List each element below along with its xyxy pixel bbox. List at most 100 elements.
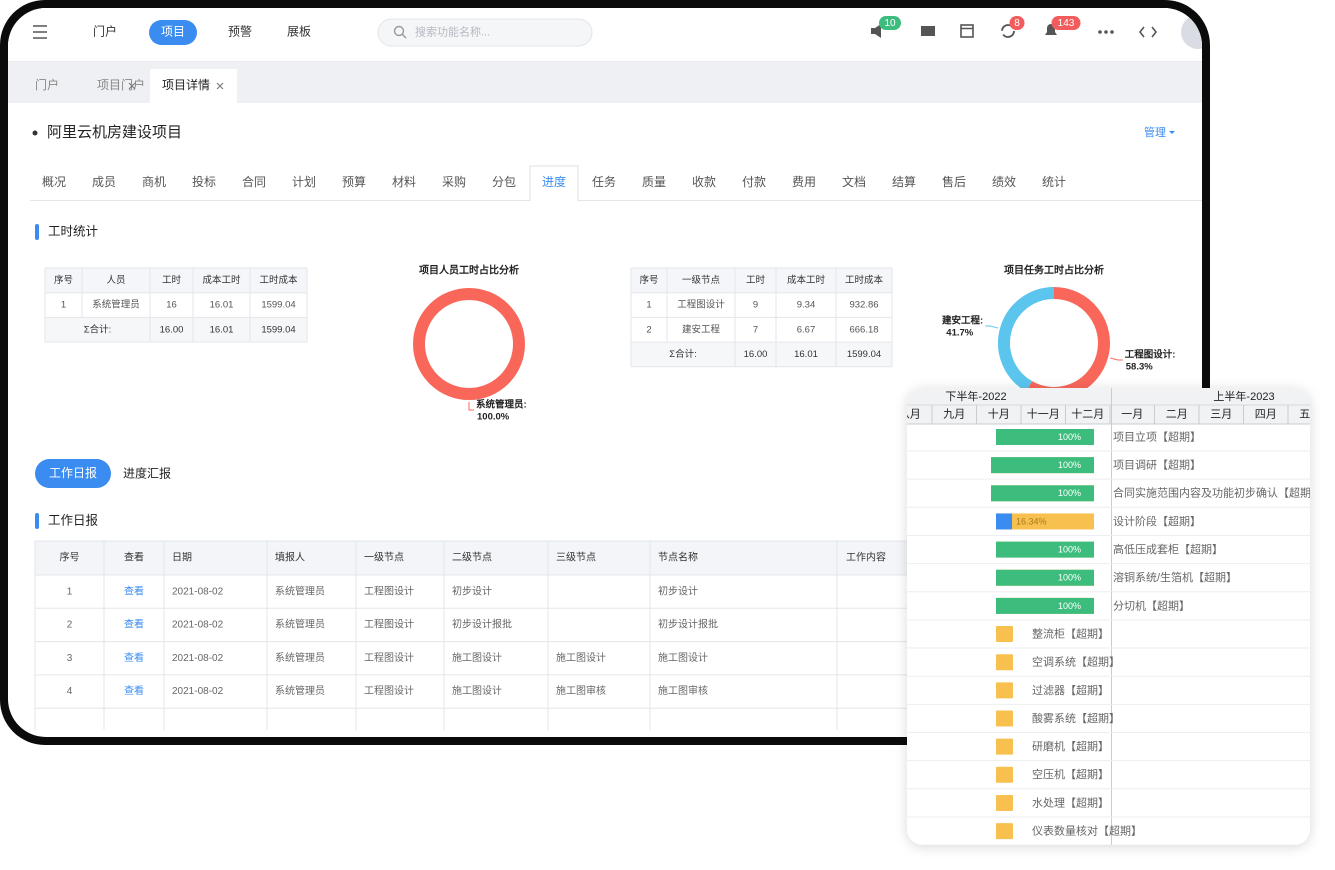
table-total-cell: 16.00 (744, 349, 768, 360)
table-total-cell: 16.01 (794, 349, 818, 360)
subtab[interactable]: 结算 (892, 174, 916, 189)
chart-title: 项目人员工时占比分析 (419, 264, 519, 277)
view-link[interactable]: 查看 (124, 684, 144, 697)
icon-shape (1110, 30, 1114, 34)
table-cell: 2021-08-02 (172, 586, 224, 597)
search-placeholder: 搜索功能名称... (415, 24, 490, 38)
section-marker (35, 513, 39, 529)
manage-menu[interactable]: 管理 (1144, 125, 1166, 139)
icon-shape (871, 24, 881, 38)
table-cell: 2 (646, 324, 651, 335)
nav-icon[interactable] (960, 24, 974, 38)
badge-count: 143 (1058, 18, 1075, 29)
search-box[interactable] (377, 18, 593, 47)
table-cell: 2021-08-02 (172, 620, 224, 631)
subtab[interactable]: 任务 (592, 174, 616, 189)
table-total-cell: 1599.04 (261, 324, 295, 335)
gantt-header-bg (907, 388, 1310, 424)
subtab[interactable]: 进度 (542, 174, 566, 189)
view-link[interactable]: 查看 (124, 651, 144, 664)
gantt-bar-progress (996, 569, 1094, 586)
subtab[interactable]: 付款 (742, 175, 766, 189)
subtab[interactable]: 统计 (1042, 175, 1066, 189)
badge (1009, 16, 1025, 30)
nav-icon[interactable] (1098, 30, 1114, 34)
subtab[interactable]: 质量 (642, 175, 666, 189)
view-link[interactable]: 查看 (124, 584, 144, 597)
nav-item[interactable]: 展板 (287, 25, 311, 39)
table-header: 一级节点 (682, 274, 721, 286)
table-cell: 7 (753, 324, 758, 335)
subtab[interactable]: 预算 (342, 174, 366, 189)
nav-icon[interactable] (871, 24, 881, 38)
icon-shape (1104, 30, 1108, 34)
nav-icon[interactable] (1001, 24, 1015, 38)
gantt-task-name: 溶铜系统/生箔机【超期】 (1113, 570, 1237, 584)
subtab[interactable]: 费用 (792, 175, 816, 189)
gantt-milestone (996, 738, 1013, 755)
subtab[interactable]: 材料 (392, 175, 416, 189)
table-cell: 2021-08-02 (172, 686, 224, 697)
section-title: 工作日报 (48, 512, 99, 527)
gantt-card-bg (907, 388, 1310, 845)
table-cell: 施工图审核 (556, 684, 606, 697)
table-header: 成本工时 (202, 274, 241, 286)
subtab[interactable]: 概况 (42, 175, 66, 189)
tab-close[interactable] (216, 82, 224, 90)
gantt-task-name: 研磨机【超期】 (1032, 739, 1109, 753)
table-header: 一级节点 (364, 552, 404, 564)
nav-icon[interactable] (1138, 26, 1158, 38)
table-cell: 系统管理员 (275, 584, 325, 597)
avatar[interactable] (1181, 15, 1215, 49)
table-header-bg (45, 268, 307, 293)
nav-item[interactable]: 项目 (161, 25, 185, 39)
button-label[interactable]: 进度汇报 (123, 466, 171, 481)
section-marker (35, 224, 39, 240)
table-header: 填报人 (275, 551, 305, 564)
subtab[interactable]: 采购 (442, 174, 466, 189)
subtab[interactable]: 计划 (292, 175, 316, 189)
subtab[interactable]: 合同 (242, 174, 266, 189)
table-cell: 9.34 (797, 300, 816, 311)
table-cell: 1599.04 (261, 300, 295, 311)
gantt-progress-label: 100% (1058, 544, 1081, 554)
table-cell: 工程图设计 (364, 618, 414, 631)
gantt-task-name: 高低压成套柜【超期】 (1113, 542, 1223, 556)
subtab[interactable]: 成员 (92, 175, 116, 189)
table-cell: 1 (61, 300, 66, 311)
table-header: 三级节点 (556, 552, 596, 564)
button-active[interactable] (35, 459, 111, 488)
gantt-progress-label: 100% (1058, 488, 1081, 498)
tab[interactable]: 门户 (35, 77, 59, 92)
nav-item[interactable]: 预警 (228, 24, 252, 39)
subtab-active-box (529, 165, 579, 201)
table-cell: 工程图设计 (364, 684, 414, 697)
table-cell: 施工图设计 (658, 651, 708, 664)
subtab[interactable]: 绩效 (992, 174, 1016, 189)
gantt-bar-progress (991, 485, 1094, 502)
subtab[interactable]: 收款 (692, 175, 716, 189)
subtab[interactable]: 售后 (942, 174, 966, 189)
subtab[interactable]: 分包 (492, 175, 516, 189)
tab-close[interactable] (128, 82, 136, 90)
gantt-progress-label: 100% (1058, 460, 1081, 470)
gantt-month: 八月 (899, 408, 921, 420)
section-title: 工时统计 (48, 224, 98, 238)
table-cell: 系统管理员 (275, 651, 325, 664)
nav-item[interactable]: 门户 (93, 24, 117, 39)
gantt-progress-label: 100% (1058, 601, 1081, 611)
tab[interactable]: 项目详情 (162, 77, 210, 92)
subtab[interactable]: 投标 (192, 174, 216, 189)
gantt-bar-progress (996, 429, 1094, 445)
search-icon (402, 34, 407, 39)
subtab[interactable]: 文档 (842, 174, 866, 189)
nav-icon[interactable] (921, 26, 935, 36)
table-cell: 16 (166, 300, 177, 311)
view-link[interactable]: 查看 (124, 618, 144, 631)
table-header: 工时 (746, 274, 766, 286)
title-dot (32, 130, 38, 136)
table-cell: 建安工程 (682, 323, 721, 335)
subtab[interactable]: 商机 (142, 174, 166, 189)
table-header: 节点名称 (658, 551, 698, 564)
tab[interactable]: 项目门户 (97, 77, 145, 92)
